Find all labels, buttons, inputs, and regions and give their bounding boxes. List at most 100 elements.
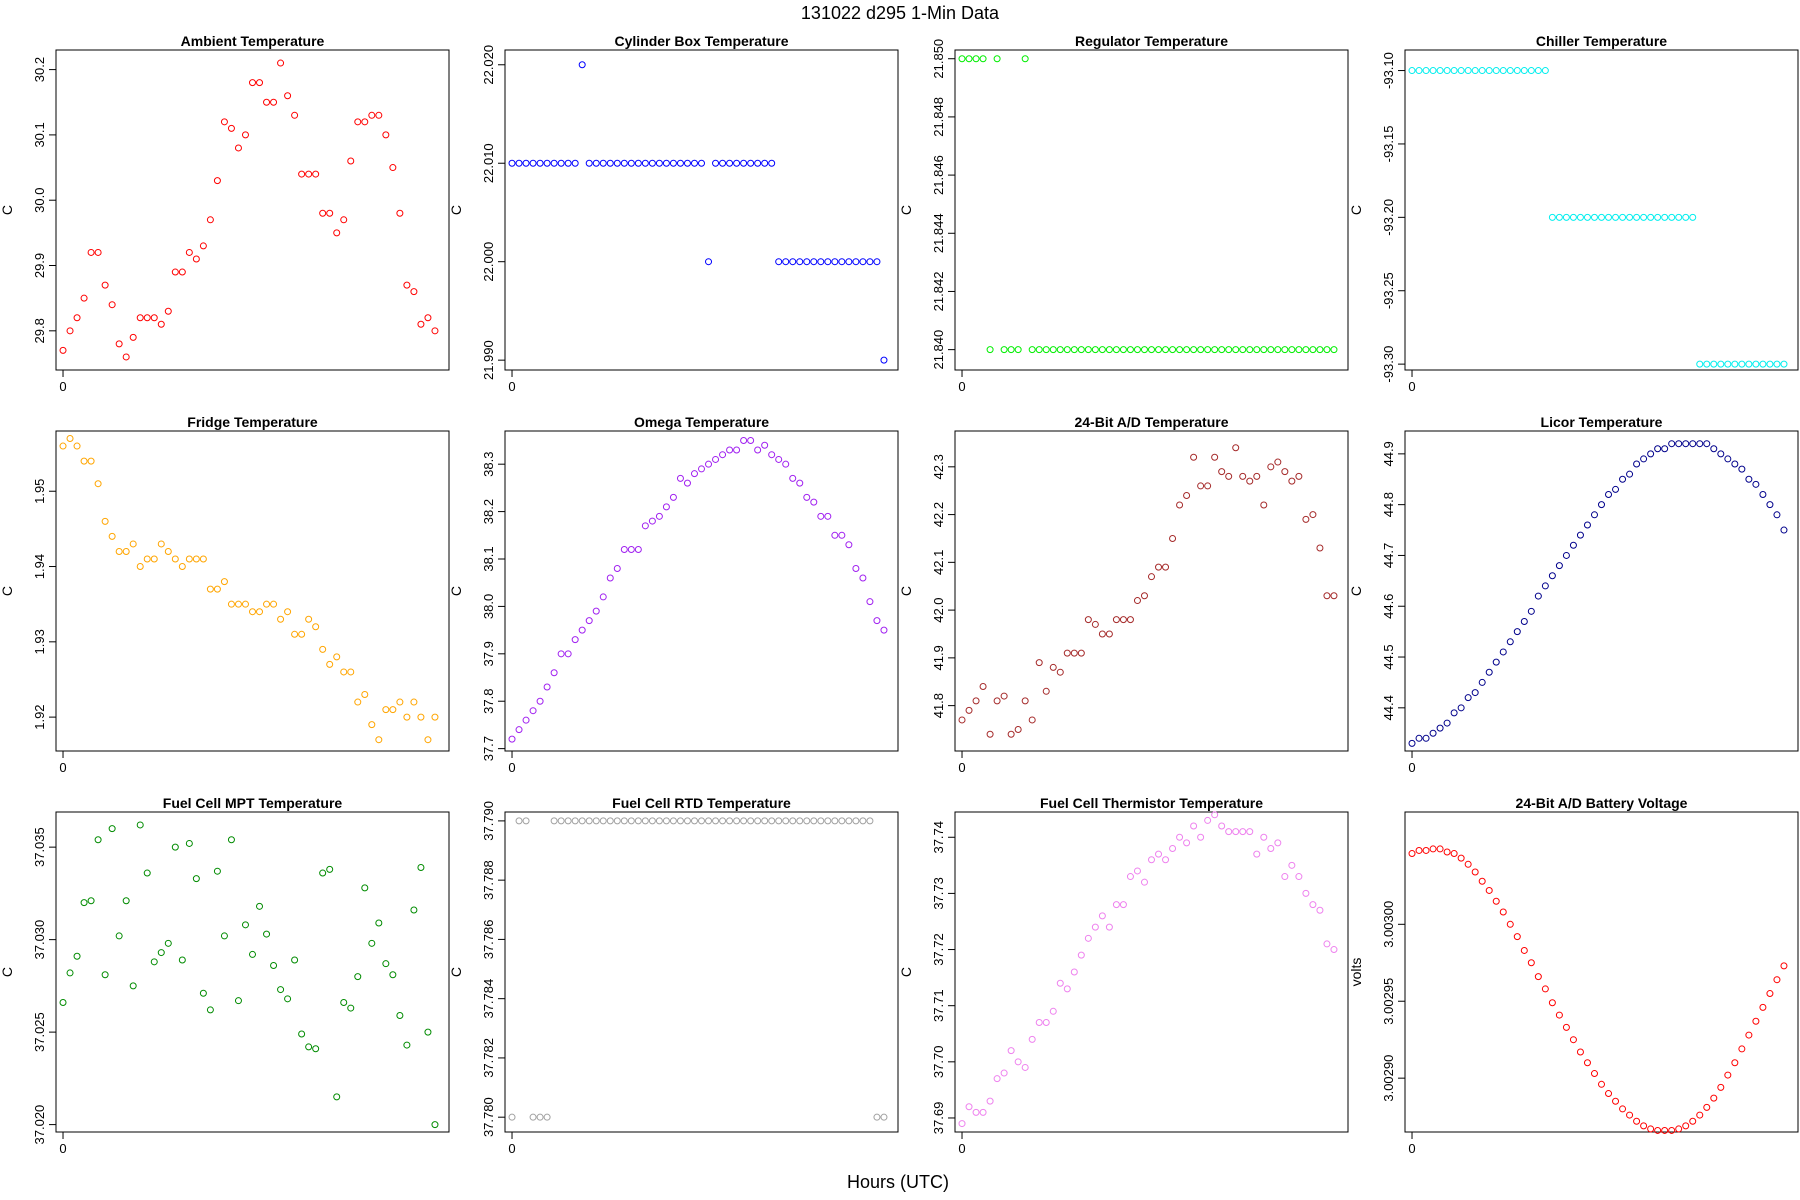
- data-point: [775, 455, 783, 463]
- data-point: [852, 258, 860, 266]
- data-point: [73, 442, 81, 450]
- data-point: [655, 159, 663, 167]
- y-tick-label: 37.73: [931, 877, 946, 910]
- data-point: [1098, 912, 1106, 920]
- data-point: [382, 960, 390, 968]
- data-point: [683, 479, 691, 487]
- data-point: [683, 817, 691, 825]
- data-point: [768, 159, 776, 167]
- data-point: [627, 817, 635, 825]
- data-point: [1000, 692, 1008, 700]
- data-point: [627, 159, 635, 167]
- data-point: [1513, 933, 1521, 941]
- data-point: [1098, 346, 1106, 354]
- data-point: [1485, 668, 1493, 676]
- data-point: [838, 531, 846, 539]
- data-point: [59, 999, 67, 1007]
- data-point: [1028, 716, 1036, 724]
- data-point: [234, 600, 242, 608]
- data-point: [1119, 616, 1127, 624]
- data-point: [249, 950, 256, 958]
- data-point: [340, 668, 348, 676]
- data-point: [1232, 444, 1240, 452]
- data-point: [417, 320, 425, 328]
- data-point: [1281, 346, 1289, 354]
- data-point: [1049, 663, 1057, 671]
- data-point: [164, 307, 172, 315]
- data-point: [599, 817, 607, 825]
- x-tick-label: 0: [958, 379, 965, 394]
- data-point: [508, 1113, 516, 1121]
- data-point: [1696, 360, 1704, 368]
- data-point: [1541, 67, 1549, 75]
- panel-5: Omega Temperature C 37.7 37.8 37.9 38.0 38.1 38…: [448, 414, 899, 775]
- data-point: [129, 540, 137, 548]
- data-point: [986, 730, 994, 738]
- data-point: [1098, 630, 1106, 638]
- data-point: [965, 706, 973, 714]
- data-point: [880, 626, 888, 634]
- data-point: [1415, 734, 1423, 742]
- y-tick-label: 1.95: [32, 479, 47, 504]
- data-point: [1155, 346, 1163, 354]
- data-point: [543, 1113, 551, 1121]
- y-tick-label: 44.7: [1381, 543, 1396, 568]
- data-point: [698, 465, 705, 473]
- data-point: [522, 159, 530, 167]
- data-point: [199, 555, 207, 563]
- data-point: [782, 258, 790, 266]
- data-point: [410, 698, 418, 706]
- data-point: [1126, 873, 1134, 881]
- data-point: [726, 446, 734, 454]
- data-point: [740, 817, 748, 825]
- y-axis-label: C: [0, 586, 15, 596]
- data-point: [1225, 472, 1233, 480]
- data-point: [1640, 213, 1648, 221]
- data-point: [831, 531, 839, 539]
- data-point: [599, 159, 607, 167]
- data-point: [1140, 878, 1148, 886]
- data-point: [305, 170, 313, 178]
- data-point: [277, 986, 285, 994]
- data-point: [389, 971, 397, 979]
- data-point: [972, 55, 980, 63]
- data-point: [1028, 346, 1036, 354]
- y-tick-label: 37.72: [931, 933, 946, 966]
- data-point: [1619, 1105, 1627, 1113]
- data-point: [1738, 465, 1746, 473]
- data-point: [417, 713, 425, 721]
- data-point: [403, 281, 411, 289]
- data-point: [676, 817, 684, 825]
- data-point: [1626, 1111, 1634, 1119]
- data-point: [1583, 521, 1591, 529]
- y-axis-label: volts: [1348, 958, 1364, 987]
- y-tick-label: 37.74: [931, 821, 946, 854]
- data-point: [1731, 360, 1739, 368]
- data-point: [171, 268, 179, 276]
- data-point: [1281, 873, 1289, 881]
- data-point: [178, 563, 186, 571]
- y-tick-label: 21.990: [481, 340, 496, 380]
- data-point: [256, 608, 264, 616]
- data-point: [543, 683, 551, 691]
- data-point: [1211, 453, 1219, 461]
- data-point: [873, 1113, 881, 1121]
- data-point: [1703, 1103, 1711, 1111]
- data-point: [683, 159, 691, 167]
- y-tick-label: 37.784: [481, 979, 496, 1019]
- data-point: [1717, 1083, 1725, 1091]
- data-point: [249, 608, 256, 616]
- data-point: [761, 159, 769, 167]
- data-point: [1717, 360, 1725, 368]
- data-point: [803, 493, 811, 501]
- y-tick-label: 21.842: [931, 272, 946, 312]
- data-point: [550, 159, 558, 167]
- data-point: [641, 817, 649, 825]
- data-point: [1112, 346, 1120, 354]
- data-point: [662, 159, 670, 167]
- data-point: [824, 512, 832, 520]
- data-point: [1260, 346, 1268, 354]
- data-point: [340, 999, 348, 1007]
- data-point: [880, 356, 888, 364]
- data-point: [712, 159, 720, 167]
